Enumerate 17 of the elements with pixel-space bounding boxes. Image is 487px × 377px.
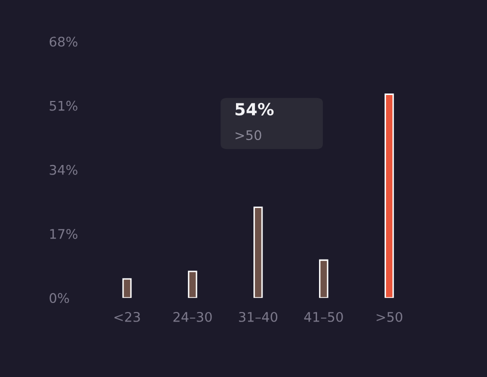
y-tick-label: 68% (50, 36, 78, 47)
bar (253, 206, 263, 298)
x-tick-label: <23 (114, 312, 140, 322)
y-tick-label: 0% (50, 293, 69, 304)
x-tick-label: 31–40 (239, 312, 278, 322)
annotation: 54% (236, 102, 274, 116)
x-tick-label: 41–50 (304, 312, 343, 322)
bar (319, 259, 328, 298)
y-tick-label: 34% (50, 164, 78, 175)
x-tick-label: >50 (376, 312, 402, 322)
annotation: >50 (236, 130, 262, 140)
bar (122, 278, 132, 298)
bar (384, 94, 394, 298)
y-tick-label: 51% (50, 100, 78, 111)
y-tick-label: 17% (50, 228, 78, 239)
bar (188, 270, 198, 298)
x-tick-label: 24–30 (173, 312, 212, 322)
